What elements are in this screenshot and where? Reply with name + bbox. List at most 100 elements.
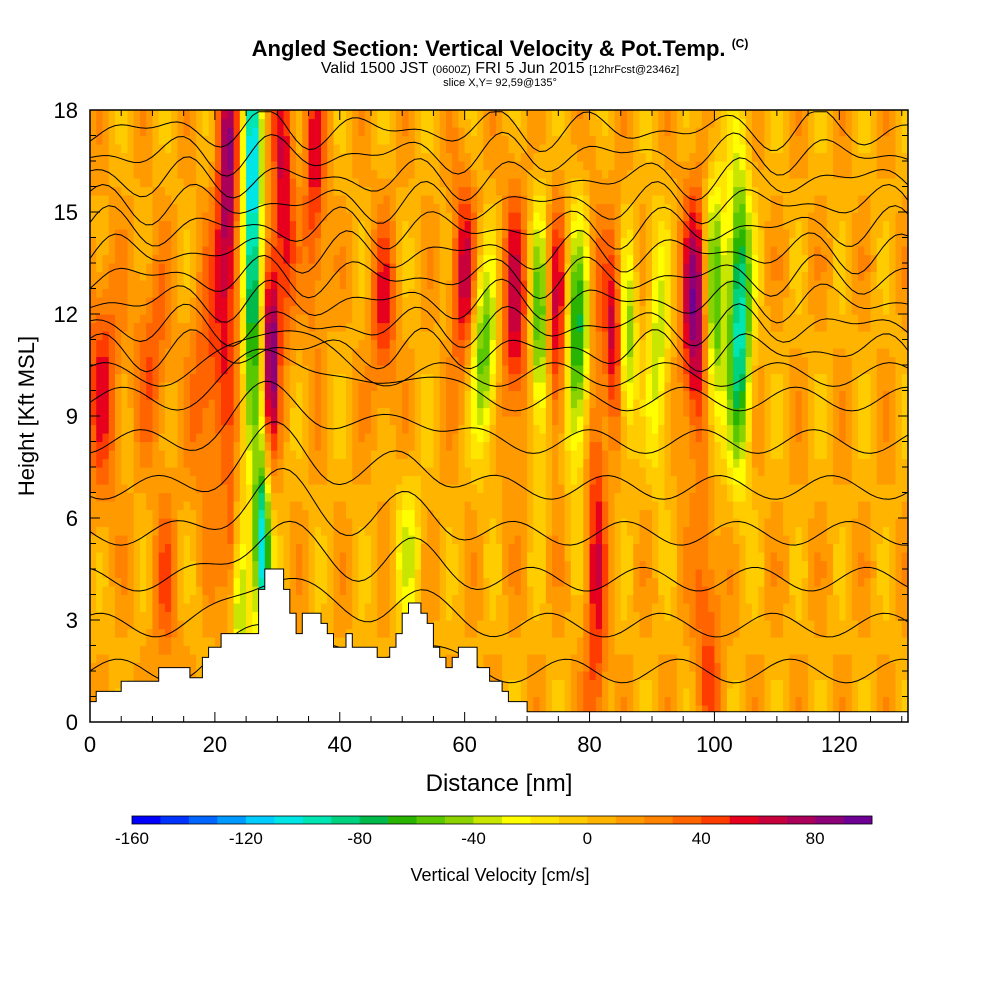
velocity-cell — [427, 399, 435, 409]
velocity-cell — [383, 467, 391, 477]
velocity-cell — [208, 178, 216, 188]
velocity-cell — [139, 322, 147, 332]
velocity-cell — [164, 441, 172, 451]
velocity-cell — [233, 127, 241, 137]
velocity-cell — [164, 373, 172, 383]
velocity-cell — [445, 645, 453, 655]
velocity-cell — [483, 475, 491, 485]
velocity-cell — [258, 356, 266, 366]
velocity-cell — [458, 441, 466, 451]
velocity-cell — [470, 611, 478, 621]
velocity-cell — [395, 280, 403, 290]
velocity-cell — [227, 586, 235, 596]
velocity-cell — [258, 237, 266, 247]
velocity-cell — [164, 144, 172, 154]
velocity-cell — [321, 178, 328, 188]
velocity-cell — [296, 492, 303, 502]
velocity-cell — [508, 518, 516, 528]
velocity-cell — [289, 501, 297, 511]
velocity-cell — [183, 237, 191, 247]
velocity-cell — [321, 535, 328, 545]
velocity-cell — [208, 110, 216, 120]
velocity-cell — [346, 399, 353, 409]
velocity-cell — [196, 203, 203, 213]
velocity-cell — [489, 526, 497, 536]
velocity-cell — [102, 331, 110, 341]
velocity-cell — [258, 543, 266, 553]
velocity-cell — [271, 365, 278, 375]
velocity-cell — [258, 203, 266, 213]
velocity-cell — [495, 220, 503, 230]
velocity-cell — [139, 467, 147, 477]
velocity-cell — [239, 161, 247, 171]
velocity-cell — [258, 305, 266, 315]
velocity-cell — [308, 594, 316, 604]
velocity-cell — [271, 509, 278, 519]
velocity-cell — [227, 407, 235, 417]
velocity-cell — [427, 365, 435, 375]
velocity-cell — [252, 331, 260, 341]
velocity-cell — [408, 229, 416, 239]
velocity-cell — [302, 110, 310, 120]
velocity-cell — [146, 382, 154, 392]
velocity-cell — [358, 543, 366, 553]
velocity-cell — [408, 220, 416, 230]
velocity-cell — [452, 467, 460, 477]
velocity-cell — [302, 552, 310, 562]
velocity-cell — [321, 229, 328, 239]
velocity-cell — [377, 620, 385, 630]
velocity-cell — [158, 110, 166, 120]
velocity-cell — [470, 467, 478, 477]
velocity-cell — [470, 135, 478, 145]
velocity-cell — [183, 144, 191, 154]
velocity-cell — [302, 127, 310, 137]
velocity-cell — [489, 305, 497, 315]
velocity-cell — [483, 492, 491, 502]
velocity-cell — [108, 271, 116, 281]
velocity-cell — [408, 450, 416, 460]
velocity-cell — [302, 297, 310, 307]
velocity-cell — [383, 390, 391, 400]
velocity-cell — [508, 611, 516, 621]
velocity-cell — [383, 628, 391, 638]
velocity-cell — [164, 246, 172, 256]
velocity-cell — [333, 552, 341, 562]
velocity-cell — [302, 424, 310, 434]
velocity-cell — [477, 288, 484, 298]
velocity-cell — [321, 586, 328, 596]
velocity-cell — [196, 297, 203, 307]
velocity-cell — [108, 365, 116, 375]
velocity-cell — [96, 322, 104, 332]
velocity-cell — [470, 220, 478, 230]
velocity-cell — [96, 280, 104, 290]
velocity-cell — [370, 322, 378, 332]
velocity-cell — [133, 407, 141, 417]
velocity-cell — [395, 254, 403, 264]
velocity-cell — [445, 212, 453, 222]
velocity-cell — [90, 603, 97, 613]
velocity-cell — [127, 645, 135, 655]
velocity-cell — [333, 348, 341, 358]
velocity-cell — [208, 424, 216, 434]
velocity-cell — [427, 110, 435, 120]
velocity-cell — [221, 492, 228, 502]
velocity-cell — [346, 518, 353, 528]
velocity-cell — [458, 254, 466, 264]
velocity-cell — [433, 203, 441, 213]
velocity-cell — [502, 152, 509, 162]
velocity-cell — [477, 237, 484, 247]
velocity-cell — [395, 220, 403, 230]
velocity-cell — [308, 161, 316, 171]
velocity-cell — [114, 475, 122, 485]
velocity-cell — [452, 186, 460, 196]
velocity-cell — [302, 560, 310, 570]
velocity-cell — [495, 246, 503, 256]
velocity-cell — [177, 560, 185, 570]
velocity-cell — [202, 271, 210, 281]
velocity-cell — [445, 390, 453, 400]
velocity-cell — [327, 356, 335, 366]
velocity-cell — [233, 271, 241, 281]
velocity-cell — [139, 127, 147, 137]
velocity-cell — [139, 280, 147, 290]
velocity-cell — [96, 118, 104, 128]
